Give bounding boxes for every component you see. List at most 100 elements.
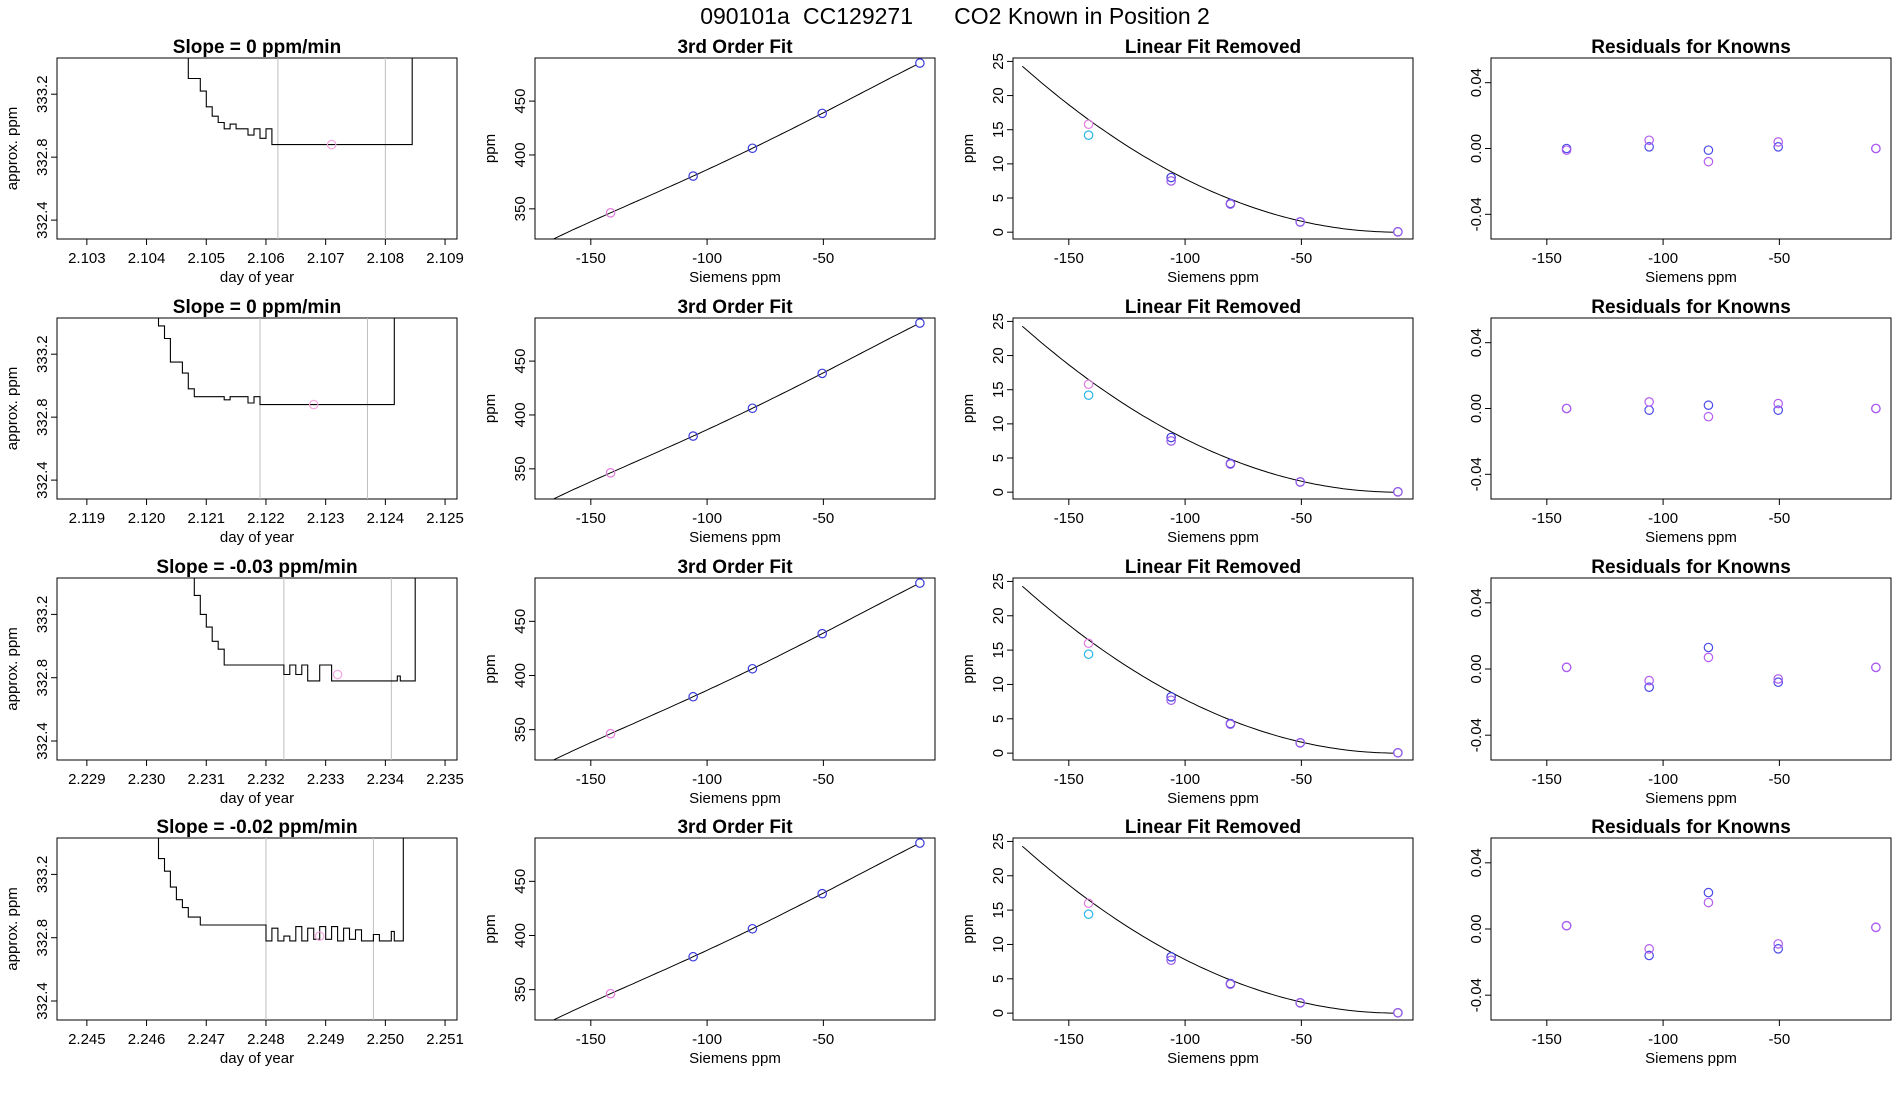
- y-axis-label: approx. ppm: [4, 367, 21, 450]
- standard-point: [605, 728, 616, 739]
- panel-title: 3rd Order Fit: [677, 817, 793, 838]
- fit-point: [1166, 955, 1176, 966]
- x-tick-label: 2.123: [307, 510, 345, 527]
- cubic-fit-curve: [552, 584, 917, 760]
- cubic-fit-curve: [552, 324, 917, 499]
- x-tick-label: 2.230: [128, 771, 166, 788]
- y-tick-label: 15: [990, 381, 1007, 398]
- residual-point-purple: [1644, 944, 1654, 954]
- panel-r1-c4: Residuals for Knowns -150 -100 -50 -0.04 0.00…: [1468, 37, 1892, 286]
- fit-point: [1166, 176, 1176, 186]
- x-tick-label: -100: [692, 250, 722, 267]
- x-tick-label: 2.251: [426, 1031, 464, 1048]
- residual-point-purple: [1773, 674, 1784, 684]
- fit-point: [1393, 487, 1403, 497]
- fit-point: [1295, 998, 1306, 1008]
- panel-r3-c3: Linear Fit Removed -150 -100 -50 0 5 10 15 20 25 S…: [960, 557, 1414, 807]
- plot-frame: [1012, 837, 1414, 1021]
- mean-point: [326, 139, 337, 150]
- y-tick-label: 450: [512, 349, 529, 374]
- residual-point-blue: [1703, 887, 1714, 898]
- plot-area: [552, 58, 925, 239]
- plot-area: [187, 58, 413, 239]
- fit-point: [1295, 738, 1306, 748]
- x-tick-label: -150: [1532, 250, 1562, 267]
- y-tick-label: 10: [990, 416, 1007, 433]
- panel-title: Residuals for Knowns: [1591, 37, 1791, 58]
- y-tick-label: 0.00: [1468, 914, 1485, 943]
- x-tick-label: -50: [1291, 510, 1313, 527]
- y-tick-label: 350: [512, 456, 529, 481]
- panel-title: Linear Fit Removed: [1125, 817, 1301, 838]
- x-tick-label: -150: [1532, 771, 1562, 788]
- x-tick-label: 2.108: [367, 250, 405, 267]
- panel-r4-c3: Linear Fit Removed -150 -100 -50 0 5 10 15 20 25 S…: [960, 817, 1414, 1067]
- plot-frame: [534, 317, 936, 500]
- y-tick-label: 332.8: [34, 659, 51, 697]
- x-axis-label: Siemens ppm: [689, 269, 781, 286]
- y-axis-label: ppm: [960, 654, 977, 683]
- y-tick-label: 332.4: [34, 982, 51, 1020]
- y-tick-label: 333.2: [34, 596, 51, 634]
- x-tick-label: 2.109: [426, 250, 464, 267]
- fit-point: [1166, 436, 1176, 446]
- y-tick-label: 5: [990, 715, 1007, 723]
- y-axis-label: approx. ppm: [4, 887, 21, 970]
- y-tick-label: 5: [990, 194, 1007, 202]
- x-axis-label: Siemens ppm: [1645, 529, 1737, 546]
- standard-point: [747, 143, 758, 154]
- residual-point-blue: [1773, 677, 1784, 688]
- y-tick-label: 400: [512, 142, 529, 167]
- x-tick-label: -50: [1291, 771, 1313, 788]
- residual-point-blue: [1703, 642, 1714, 653]
- y-tick-label: 0.00: [1468, 654, 1485, 683]
- x-axis-label: Siemens ppm: [1167, 1050, 1259, 1067]
- x-tick-label: -150: [1054, 510, 1084, 527]
- panel-title: Slope = 0 ppm/min: [173, 297, 341, 318]
- x-tick-label: -50: [1769, 1031, 1791, 1048]
- x-tick-label: 2.124: [367, 510, 405, 527]
- standard-point: [1083, 649, 1094, 660]
- x-tick-label: -100: [1170, 771, 1200, 788]
- y-tick-label: 400: [512, 923, 529, 948]
- x-tick-label: -50: [1769, 771, 1791, 788]
- y-tick-label: 10: [990, 156, 1007, 173]
- x-tick-label: -100: [1648, 1031, 1678, 1048]
- x-axis-label: day of year: [220, 1050, 294, 1067]
- plot-area: [1021, 585, 1403, 758]
- x-tick-label: -150: [576, 250, 606, 267]
- y-tick-label: 10: [990, 936, 1007, 953]
- panel-title: 3rd Order Fit: [677, 297, 793, 318]
- standard-point: [915, 58, 925, 68]
- residual-point-blue: [1644, 950, 1654, 961]
- x-tick-label: -100: [1648, 250, 1678, 267]
- panel-r2-c1: Slope = 0 ppm/min 2.119 2.120 2.121 2.122 2.1…: [4, 297, 464, 546]
- plot-area: [1561, 887, 1881, 961]
- x-tick-label: 2.231: [187, 771, 225, 788]
- panel-title: Residuals for Knowns: [1591, 297, 1791, 318]
- x-tick-label: 2.234: [367, 771, 405, 788]
- residual-point-blue: [1773, 142, 1784, 152]
- x-tick-label: 2.107: [307, 250, 345, 267]
- residual-point-purple: [1703, 897, 1714, 908]
- x-axis-label: day of year: [220, 269, 294, 286]
- y-tick-label: 5: [990, 975, 1007, 983]
- standard-point: [817, 888, 828, 899]
- x-axis-label: day of year: [220, 790, 294, 807]
- fit-point: [1083, 119, 1094, 130]
- panel-title: Linear Fit Removed: [1125, 297, 1301, 318]
- x-tick-label: 2.122: [247, 510, 285, 527]
- y-tick-label: 350: [512, 196, 529, 221]
- x-tick-label: 2.229: [68, 771, 106, 788]
- y-tick-label: 350: [512, 717, 529, 742]
- y-tick-label: 332.4: [34, 722, 51, 760]
- x-tick-label: 2.247: [187, 1031, 225, 1048]
- x-tick-label: 2.235: [426, 771, 464, 788]
- panel-r2-c4: Residuals for Knowns -150 -100 -50 -0.04 0.00…: [1468, 297, 1892, 546]
- residual-point-purple: [1871, 143, 1881, 154]
- plot-frame: [1490, 837, 1892, 1021]
- standard-point: [1166, 172, 1176, 183]
- fit-point: [1225, 719, 1236, 730]
- residual-point-blue: [1644, 142, 1654, 152]
